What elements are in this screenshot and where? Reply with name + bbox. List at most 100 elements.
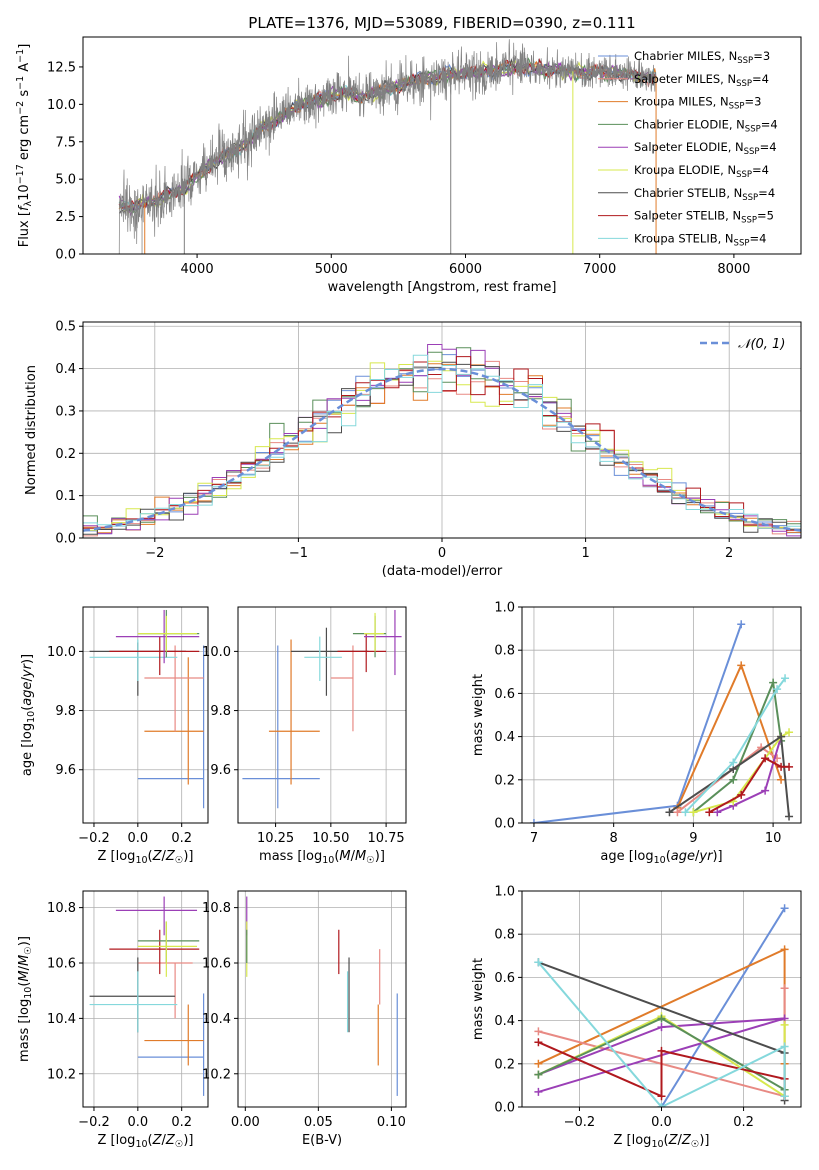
weight_vs_age-xtick-label: 8 (610, 831, 618, 846)
age_vs_Z-ylabel-part: age [log (20, 723, 35, 776)
mass_vs_Z-errorbar-chabrier-miles (137, 993, 205, 1096)
spectrum-legend-eq: = (752, 72, 762, 86)
residuals-ytick-label: 0.0 (55, 532, 76, 547)
age_vs_mass-errorbar-salpeter-miles (330, 645, 354, 732)
age_vs_mass-xlabel-part: ☉ (366, 855, 375, 866)
spectrum-xtick-label: 4000 (181, 262, 214, 277)
mass_vs_Z-xtick-label: 0.2 (171, 1115, 192, 1130)
weight_vs_age-line-chabrier-stelib-marker (785, 812, 794, 821)
residuals-ytick-label: 0.3 (55, 404, 76, 419)
weight_vs_Z-xtick-label: 0.2 (733, 1115, 754, 1130)
mass_vs_Z-ytick-label: 10.8 (47, 901, 76, 916)
age_vs_Z-errorbar-salpeter-elodie (115, 609, 200, 664)
age_vs_mass-xtick-label: 10.25 (257, 831, 294, 846)
age_vs_Z-errorbar-kroupa-stelib (89, 639, 178, 681)
weight_vs_age-ylabel: mass weight (471, 674, 486, 756)
weight_vs_age-ytick-label: 0.2 (494, 773, 515, 788)
mass_vs_Z-errorbar-kroupa-miles (144, 1004, 204, 1066)
spectrum-legend-sep: , N (720, 72, 736, 86)
weight_vs_age-line-salpeter-stelib-marker (785, 762, 794, 771)
mass_vs_EBV-xtick-label: 0.10 (377, 1115, 406, 1130)
weight_vs_age-xlabel-part: yr (698, 849, 714, 864)
age_vs_mass-errorbar-chabrier-stelib (291, 627, 369, 696)
age_vs_Z-ytick-label: 9.8 (55, 704, 76, 719)
spectrum-ylabel-part: −2 (15, 101, 26, 115)
spectrum-legend-entry: Salpeter MILES, NSSP=4 (634, 72, 769, 89)
age_vs_mass-errorbar-chabrier-miles (242, 645, 320, 809)
mass_vs_Z-xlabel-part: Z [log (98, 1133, 136, 1148)
weight_vs_age-line-chabrier-elodie (692, 678, 783, 813)
residuals-xlabel: (data-model)/error (382, 564, 503, 579)
mass_vs_Z-ylabel-part: / (17, 965, 32, 970)
weight_vs_age-xlabel: age [log10(age/yr)] (600, 849, 722, 866)
mass_vs_Z-xtick-label: 0.0 (127, 1115, 148, 1130)
spectrum-legend-nssp: 4 (762, 72, 769, 86)
weight_vs_Z-ytick-label: 0.8 (494, 928, 515, 943)
spectrum-legend-name: Kroupa MILES (634, 95, 713, 109)
spectrum-ylabel-part: Flux [ (17, 211, 32, 247)
residuals-plot-area (83, 322, 801, 538)
spectrum-legend-name: Chabrier MILES (634, 49, 721, 63)
weight_vs_age-xtick-label: 10 (765, 831, 782, 846)
residuals-ytick-label: 0.4 (55, 362, 76, 377)
spectrum-legend-nssp: 3 (754, 95, 761, 109)
mass_vs_Z-ylabel-part: ☉ (23, 946, 34, 955)
spectrum-frame (82, 36, 802, 255)
spectrum-legend-nssp: 4 (759, 231, 766, 245)
spectrum-legend-sub: SSP (737, 56, 753, 66)
weight_vs_Z-xlabel-part: / (678, 1133, 683, 1148)
weight_vs_age-line-chabrier-miles-marker (529, 819, 538, 823)
age_vs_Z-ylabel-part: / (20, 676, 35, 681)
weight_vs_Z-line-salpeter-miles-marker (534, 1027, 543, 1036)
weight_vs_Z-ytick-label: 0.4 (494, 1014, 515, 1029)
weight_vs_age-xlabel-part: age [log (600, 849, 653, 864)
age_vs_Z-plot-area (83, 607, 208, 823)
spectrum-legend-nssp: 4 (769, 140, 776, 154)
age_vs_Z-xtick-label: 0.2 (171, 831, 192, 846)
residuals-xtick-label: −2 (145, 546, 164, 561)
spectrum-legend-sub: SSP (736, 79, 752, 89)
mass_vs_EBV-ytick-label: 10.4 (202, 1012, 231, 1027)
spectrum-ylabel-part: erg cm (17, 115, 32, 164)
weight_vs_Z-line-chabrier-elodie-marker (534, 1070, 543, 1079)
mass_vs_Z-errorbar-salpeter-elodie (115, 896, 198, 936)
age_vs_Z-ylabel-part: age (20, 681, 35, 705)
age_vs_mass-errorbar-kroupa-miles (268, 639, 320, 785)
mass_vs_Z-xlabel: Z [log10(Z/Z☉)] (98, 1133, 194, 1150)
spectrum-legend-name: Kroupa ELODIE (634, 163, 720, 177)
weight_vs_Z-ytick-label: 0.0 (494, 1101, 515, 1116)
age_vs_mass-errorbar-kroupa-elodie (364, 612, 384, 652)
age_vs_mass-errorbar-salpeter-elodie (364, 609, 402, 676)
age_vs_Z-xlabel-part: Z [log (98, 849, 136, 864)
mass_vs_EBV-panel: 0.00 0.05 0.10 10.2 10.4 10.6 10.8 E(B-V) (202, 890, 407, 1148)
mass_vs_EBV-ytick-label: 10.8 (202, 901, 231, 916)
mass_vs_Z-ylabel-part: M (17, 955, 32, 966)
weight_vs_age-line-kroupa-stelib (684, 677, 786, 813)
weight_vs_age-line-kroupa-stelib-marker (773, 685, 782, 694)
spectrum-legend-nssp: 5 (767, 209, 774, 223)
spectrum-ylabel-part: ] (17, 44, 32, 49)
weight_vs_age-line-chabrier-elodie-marker (769, 678, 778, 687)
weight_vs_age-line-kroupa-miles-marker (737, 661, 746, 670)
spectrum-ytick-label: 10.0 (47, 98, 76, 113)
spectrum-legend-nssp: 4 (762, 163, 769, 177)
age_vs_Z-panel: −0.2 0.0 0.29.69.810.0Z [log10(Z/Z☉)]age [… (20, 606, 209, 866)
spectrum-ylabel-part: s (17, 90, 32, 101)
weight_vs_Z-line-kroupa-miles-marker (780, 945, 789, 954)
age_vs_mass-plot-area (238, 607, 406, 823)
weight_vs_age-plot-area (522, 607, 801, 823)
age_vs_Z-xlabel-part: 10 (135, 855, 147, 866)
spectrum-legend-name: Chabrier STELIB (634, 186, 726, 200)
spectrum-legend-entry: Kroupa ELODIE, NSSP=4 (634, 163, 769, 180)
weight_vs_age-line-salpeter-stelib-marker (705, 808, 714, 817)
weight_vs_age-xtick-label: 9 (689, 831, 697, 846)
spectrum-legend-eq: = (761, 117, 771, 131)
spectrum-plot-area (118, 39, 657, 254)
residuals-xtick-label: 0 (438, 546, 446, 561)
spectrum-legend-entry: Kroupa MILES, NSSP=3 (634, 95, 761, 112)
age_vs_Z-xlabel-part: )] (183, 849, 193, 864)
weight_vs_Z-line-salpeter-stelib-marker (534, 1038, 543, 1047)
mass_vs_EBV-xtick-label: 0.05 (304, 1115, 333, 1130)
spectrum-legend-sub: SSP (742, 193, 758, 203)
